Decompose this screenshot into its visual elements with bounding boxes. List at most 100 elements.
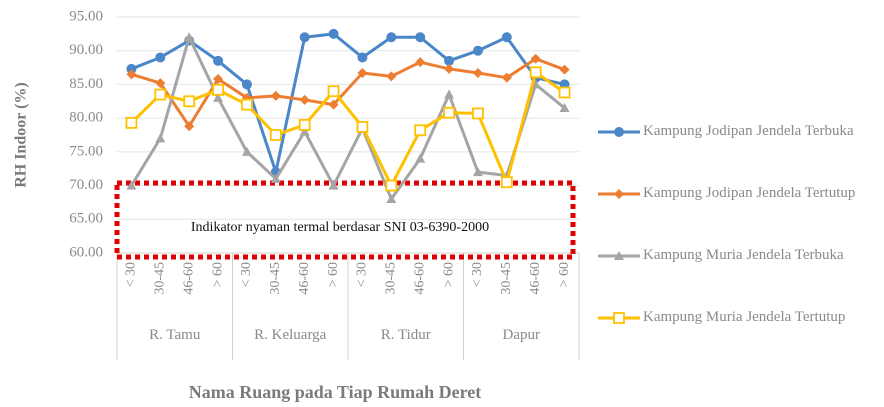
x-tick-label: 30-45 xyxy=(499,262,514,295)
x-tick-label: < 30 xyxy=(355,262,370,287)
point xyxy=(415,57,426,68)
legend-label: Kampung Jodipan Jendela Terbuka xyxy=(643,123,854,139)
point xyxy=(327,85,340,98)
point xyxy=(270,173,281,183)
point xyxy=(241,79,252,90)
point xyxy=(356,121,369,133)
point xyxy=(298,118,311,131)
point xyxy=(299,32,310,43)
x-tick-label: > 60 xyxy=(326,262,341,287)
point xyxy=(472,45,483,56)
point xyxy=(213,55,224,66)
annotation: Indikator nyaman termal berdasar SNI 03-… xyxy=(191,220,489,235)
x-tick-label: > 60 xyxy=(441,262,456,287)
point xyxy=(126,180,137,190)
point xyxy=(444,55,455,66)
series-line xyxy=(131,57,566,128)
point xyxy=(357,67,368,78)
point xyxy=(501,72,512,83)
point xyxy=(183,95,196,108)
legend-label: Kampung Muria Jendela Tertutup xyxy=(643,309,846,325)
legend-marker xyxy=(614,127,624,137)
x-tick-label: 30-45 xyxy=(384,262,399,295)
point xyxy=(472,167,483,177)
point xyxy=(269,129,282,141)
x-tick-label: < 30 xyxy=(470,262,485,287)
x-tick-label: 30-45 xyxy=(153,262,168,295)
point xyxy=(125,116,138,129)
y-tick-label: 85.00 xyxy=(69,76,103,92)
y-axis-title: RH Indoor (%) xyxy=(13,82,30,188)
point xyxy=(155,52,166,63)
x-tick-label: > 60 xyxy=(557,262,572,287)
x-tick-label: 46-60 xyxy=(412,262,427,295)
group-label: R. Tamu xyxy=(149,327,201,343)
point xyxy=(444,63,455,74)
point xyxy=(212,83,224,96)
point xyxy=(270,90,281,101)
point xyxy=(213,74,224,85)
point xyxy=(328,99,339,110)
point xyxy=(530,53,541,64)
point xyxy=(415,153,426,163)
point xyxy=(559,64,570,75)
legend-label: Kampung Jodipan Jendela Tertutup xyxy=(643,185,856,201)
legend-label: Kampung Muria Jendela Terbuka xyxy=(643,247,844,263)
x-tick-label: 46-60 xyxy=(181,262,196,295)
point xyxy=(184,32,195,42)
point xyxy=(414,124,427,137)
legend-marker xyxy=(613,312,625,324)
x-tick-label: 46-60 xyxy=(528,262,543,295)
point xyxy=(126,69,137,80)
x-axis-title: Nama Ruang pada Tiap Rumah Deret xyxy=(189,382,482,402)
point xyxy=(241,146,252,156)
point xyxy=(213,92,224,102)
point xyxy=(155,133,166,143)
point xyxy=(415,32,426,43)
point xyxy=(558,86,571,99)
x-tick-label: 46-60 xyxy=(297,262,312,295)
x-tick-label: > 60 xyxy=(210,262,225,287)
group-label: R. Tidur xyxy=(380,327,431,343)
legend-marker xyxy=(614,189,624,199)
series-line xyxy=(130,32,565,174)
point xyxy=(328,180,339,190)
y-tick-label: 95.00 xyxy=(69,8,103,24)
y-tick-label: 65.00 xyxy=(69,211,103,227)
point xyxy=(328,28,339,39)
point xyxy=(357,52,368,63)
x-tick-label: < 30 xyxy=(124,262,139,287)
point xyxy=(184,121,195,132)
point xyxy=(299,94,310,105)
point xyxy=(386,194,397,204)
group-label: Dapur xyxy=(502,327,541,343)
y-tick-label: 75.00 xyxy=(69,143,103,159)
point xyxy=(472,67,483,78)
x-tick-label: < 30 xyxy=(239,262,254,287)
point xyxy=(444,89,455,99)
point xyxy=(386,32,397,43)
point xyxy=(500,176,513,189)
point xyxy=(443,106,455,119)
y-tick-label: 80.00 xyxy=(69,110,103,126)
point xyxy=(559,103,570,113)
y-tick-label: 70.00 xyxy=(69,177,103,193)
point xyxy=(126,63,137,74)
point xyxy=(529,66,542,79)
point xyxy=(155,78,166,89)
point xyxy=(385,179,398,192)
series-line xyxy=(130,70,566,188)
y-tick-label: 60.00 xyxy=(69,244,103,260)
series-line xyxy=(130,35,566,201)
x-tick-label: 30-45 xyxy=(268,262,283,295)
legend-marker xyxy=(614,251,624,260)
y-tick-label: 90.00 xyxy=(69,42,103,58)
point xyxy=(299,126,310,136)
point xyxy=(472,107,484,120)
annotation-box xyxy=(114,180,576,260)
point xyxy=(501,32,512,43)
point xyxy=(154,88,167,101)
point xyxy=(241,98,253,111)
